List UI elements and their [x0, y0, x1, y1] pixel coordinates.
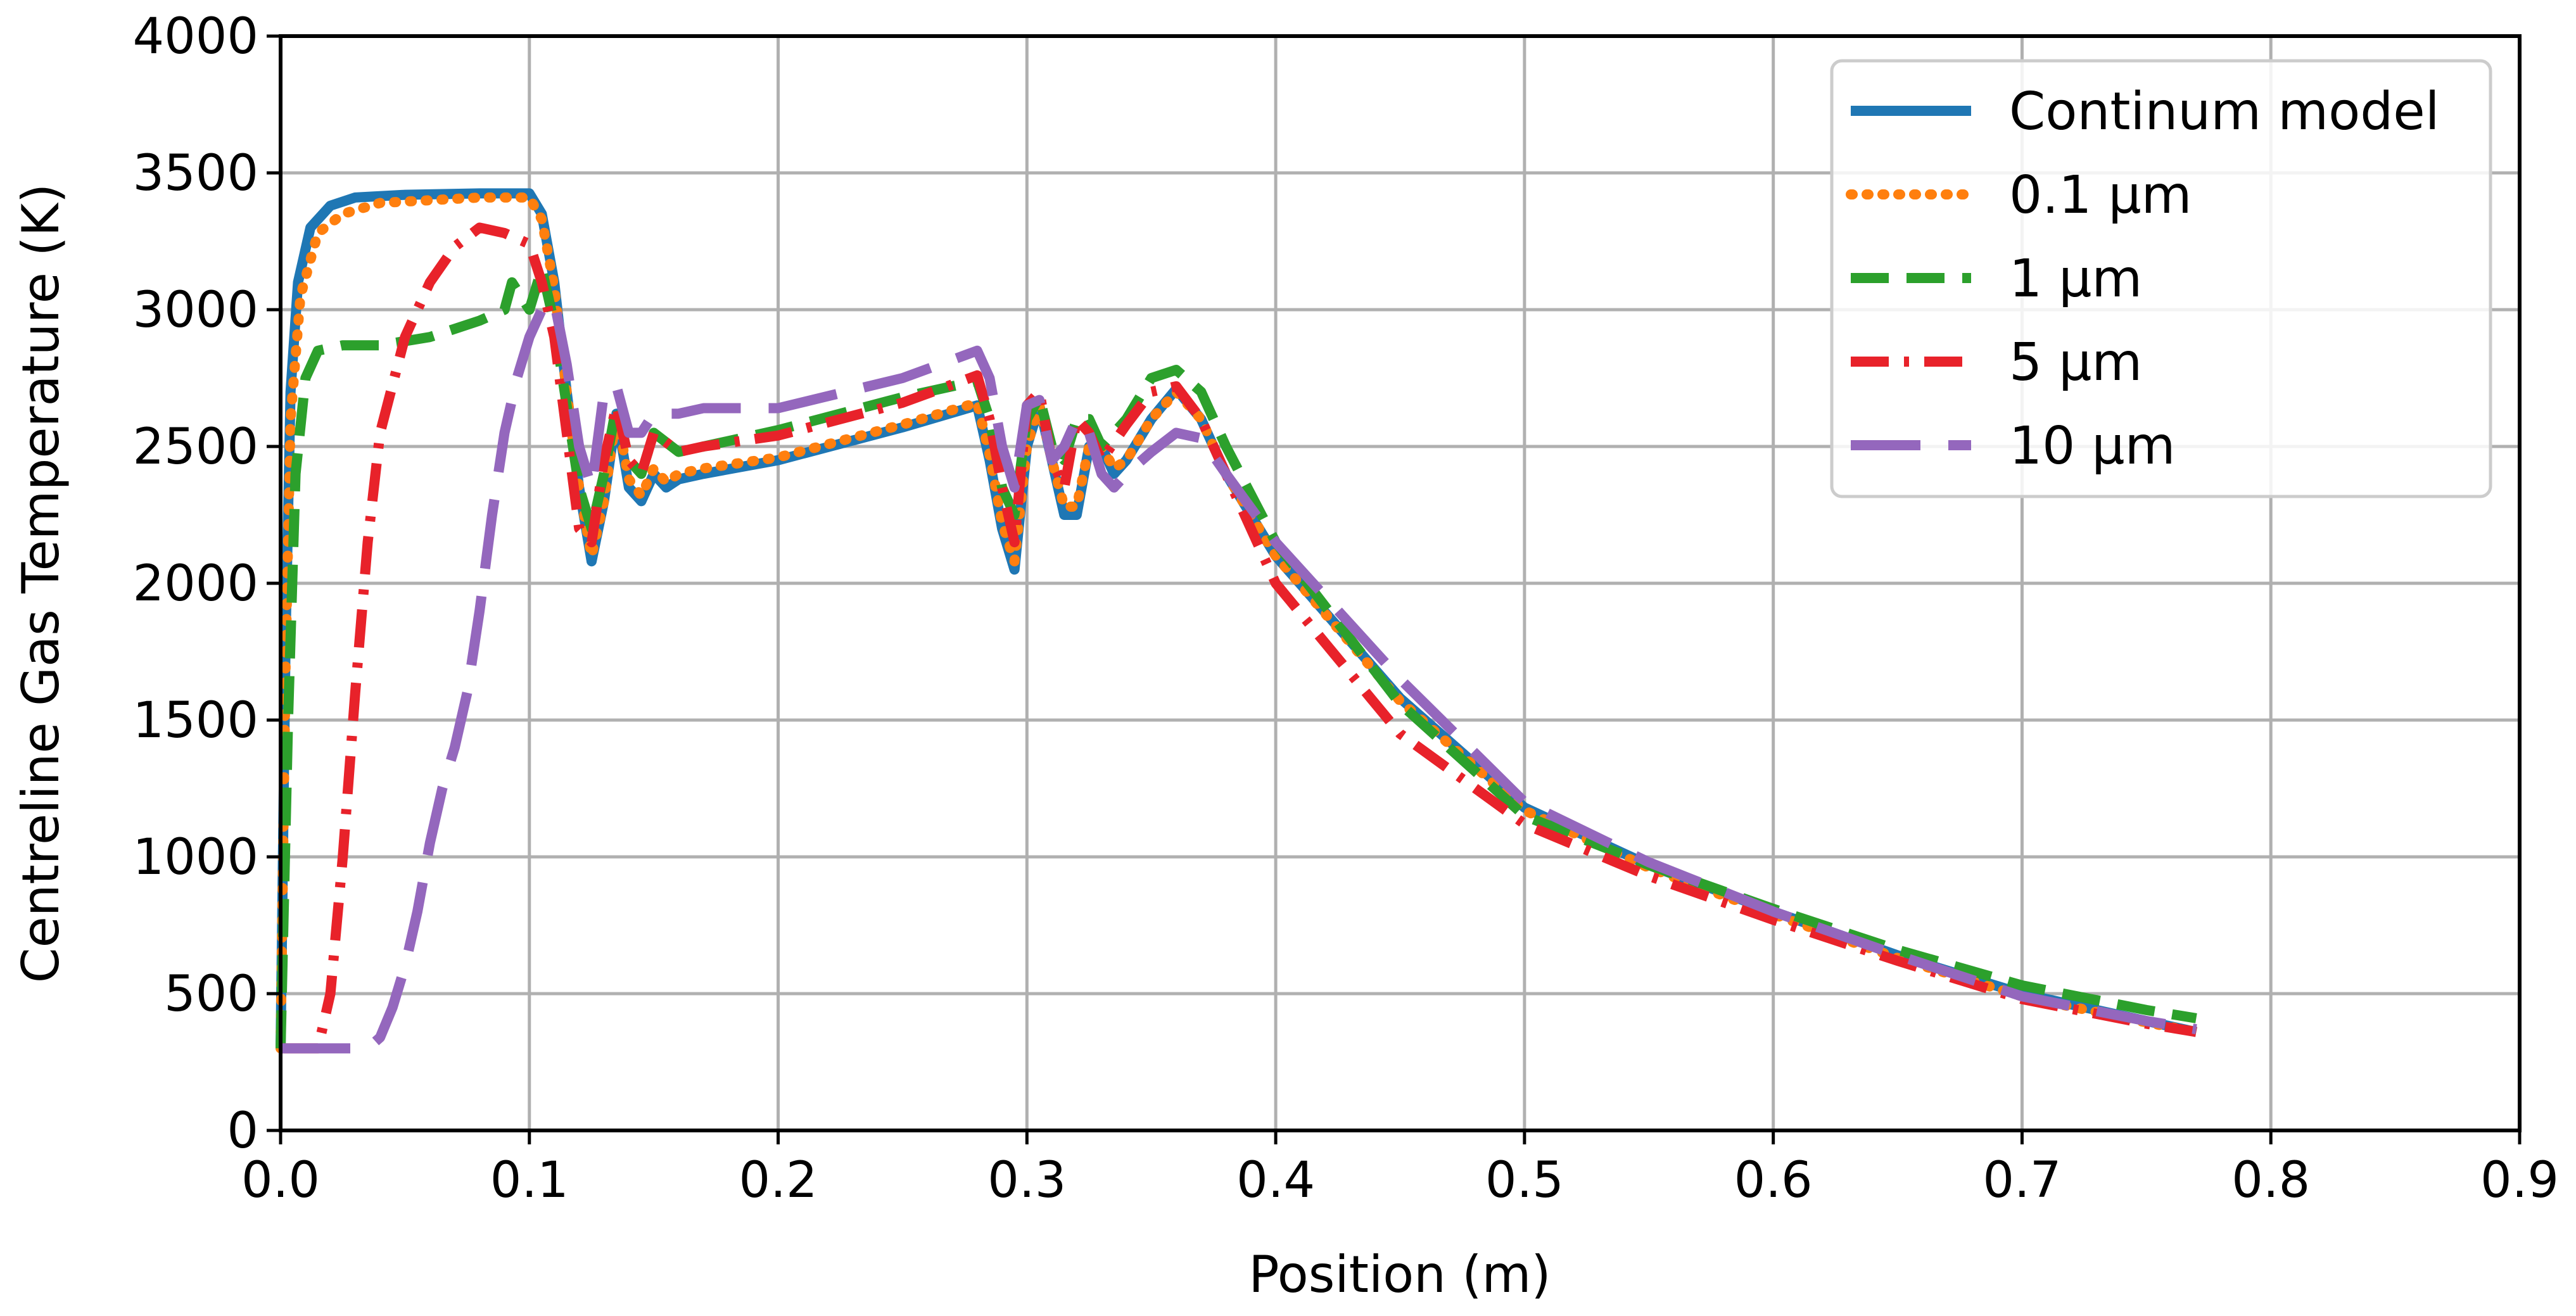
- y-tick-label: 1000: [132, 829, 258, 886]
- x-tick-label: 0.8: [2231, 1152, 2310, 1209]
- x-tick-label: 0.1: [490, 1152, 569, 1209]
- legend-label: 10 µm: [2009, 416, 2175, 476]
- x-tick-label: 0.3: [987, 1152, 1066, 1209]
- legend-label: Continum model: [2009, 82, 2440, 142]
- legend-label: 0.1 µm: [2009, 165, 2192, 225]
- x-tick-label: 0.7: [1983, 1152, 2061, 1209]
- series-line-2: [276, 192, 2202, 1054]
- x-tick-label: 0.9: [2480, 1152, 2559, 1209]
- y-tick-label: 0: [227, 1103, 258, 1160]
- x-tick-label: 0.2: [739, 1152, 818, 1209]
- y-tick-label: 500: [164, 966, 258, 1023]
- y-axis-label: Centreline Gas Temperature (K): [11, 184, 70, 984]
- legend-label: 5 µm: [2009, 332, 2142, 393]
- legend-box: [1830, 59, 2492, 498]
- y-tick-label: 2000: [132, 555, 258, 612]
- axis-ticks: 0.0 0.1 0.2 0.3 0.4 0.5 0.6 0.7 0.8 0.9 0 500 1000 15…: [132, 8, 2559, 1209]
- y-tick-label: 3000: [132, 282, 258, 339]
- series-line-4: [281, 222, 2197, 1054]
- series-line-5: [281, 296, 2197, 1054]
- legend: Continum model 0.1 µm 1 µm 5 µm 10 µm: [1830, 59, 2492, 498]
- x-axis-label: Position (m): [1248, 1245, 1551, 1304]
- y-tick-label: 2500: [132, 419, 258, 476]
- y-tick-label: 1500: [132, 692, 258, 749]
- legend-label: 1 µm: [2009, 249, 2142, 309]
- x-tick-label: 0.6: [1734, 1152, 1813, 1209]
- y-tick-label: 3500: [132, 145, 258, 202]
- y-tick-label: 4000: [132, 8, 258, 65]
- series-lines: [276, 188, 2202, 1054]
- series-line-3: [276, 263, 2197, 1049]
- x-tick-label: 0.4: [1236, 1152, 1315, 1209]
- x-tick-label: 0.5: [1485, 1152, 1564, 1209]
- x-tick-label: 0.0: [241, 1152, 320, 1209]
